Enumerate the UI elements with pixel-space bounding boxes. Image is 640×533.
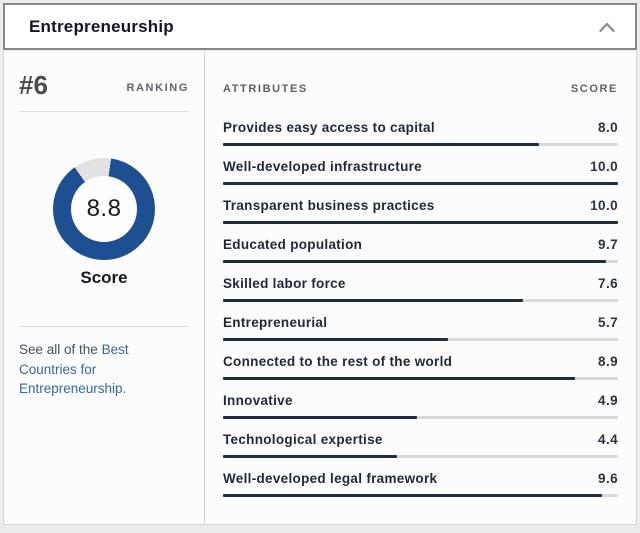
score-donut: 8.8 [53, 158, 155, 260]
attribute-score-bar [223, 299, 618, 302]
attribute-row: Connected to the rest of the world 8.9 [223, 354, 618, 380]
attribute-label: Well-developed legal framework [223, 471, 438, 486]
attributes-table-head: ATTRIBUTES SCORE [223, 83, 618, 95]
attribute-score: 9.6 [598, 471, 618, 486]
attribute-score-bar-fill [223, 377, 575, 380]
ranking-label: RANKING [126, 82, 189, 94]
attribute-score: 10.0 [590, 159, 618, 174]
attribute-score-bar [223, 182, 618, 185]
section-content: #6 RANKING 8.8 Score See all of the Best… [3, 51, 637, 525]
rank-number: #6 [19, 70, 48, 100]
attribute-score-bar-fill [223, 221, 618, 224]
score-label: Score [80, 268, 128, 287]
attribute-row: Well-developed legal framework 9.6 [223, 471, 618, 497]
attribute-score-bar [223, 377, 618, 380]
attributes-panel: ATTRIBUTES SCORE Provides easy access to… [205, 51, 636, 524]
attribute-row: Entrepreneurial 5.7 [223, 315, 618, 341]
attribute-score-bar [223, 221, 618, 224]
attribute-label: Innovative [223, 393, 293, 408]
attribute-score-bar-fill [223, 455, 397, 458]
attribute-row: Educated population 9.7 [223, 237, 618, 263]
attribute-score-bar-fill [223, 299, 524, 302]
attribute-row: Provides easy access to capital 8.0 [223, 120, 618, 146]
attribute-score-bar [223, 494, 618, 497]
attribute-line: Connected to the rest of the world 8.9 [223, 354, 618, 372]
attribute-score: 4.9 [598, 393, 618, 408]
attribute-score-bar-fill [223, 338, 449, 341]
attribute-label: Well-developed infrastructure [223, 159, 422, 174]
attributes-column-header: ATTRIBUTES [223, 83, 308, 95]
attribute-score-bar-fill [223, 416, 417, 419]
section-title: Entrepreneurship [29, 16, 174, 36]
attribute-score-bar-fill [223, 143, 539, 146]
attribute-line: Educated population 9.7 [223, 237, 618, 255]
ranking-panel: #6 RANKING 8.8 Score See all of the Best… [4, 51, 205, 524]
attribute-row: Transparent business practices 10.0 [223, 198, 618, 224]
attribute-score-bar [223, 260, 618, 263]
attributes-rows: Provides easy access to capital 8.0 Well… [223, 120, 618, 497]
attribute-row: Innovative 4.9 [223, 393, 618, 419]
attribute-line: Well-developed infrastructure 10.0 [223, 159, 618, 177]
attribute-score-bar-fill [223, 260, 607, 263]
attribute-label: Transparent business practices [223, 198, 435, 213]
attribute-line: Skilled labor force 7.6 [223, 276, 618, 294]
attribute-score-bar-fill [223, 494, 603, 497]
attribute-label: Educated population [223, 237, 363, 252]
attribute-label: Skilled labor force [223, 276, 346, 291]
attribute-score: 8.9 [598, 354, 618, 369]
attribute-label: Connected to the rest of the world [223, 354, 453, 369]
attribute-score: 7.6 [598, 276, 618, 291]
attribute-row: Skilled labor force 7.6 [223, 276, 618, 302]
chevron-up-icon[interactable] [599, 22, 615, 32]
attribute-label: Entrepreneurial [223, 315, 328, 330]
attribute-score-bar [223, 416, 618, 419]
see-all-prefix: See all of the [19, 342, 102, 357]
divider [19, 326, 189, 327]
attribute-row: Technological expertise 4.4 [223, 432, 618, 458]
see-all-link[interactable]: Best Countries for Entrepreneurship. [19, 342, 129, 397]
attribute-score-bar [223, 338, 618, 341]
attribute-score-bar-fill [223, 182, 618, 185]
attribute-label: Provides easy access to capital [223, 120, 435, 135]
ranking-row: #6 RANKING [19, 69, 189, 99]
score-value: 8.8 [86, 195, 122, 222]
attribute-line: Entrepreneurial 5.7 [223, 315, 618, 333]
attribute-label: Technological expertise [223, 432, 383, 447]
attribute-score-bar [223, 455, 618, 458]
score-column-header: SCORE [570, 83, 618, 95]
attribute-line: Technological expertise 4.4 [223, 432, 618, 450]
see-all-text: See all of the Best Countries for Entrep… [19, 340, 189, 399]
attribute-row: Well-developed infrastructure 10.0 [223, 159, 618, 185]
attribute-line: Transparent business practices 10.0 [223, 198, 618, 216]
attribute-score: 9.7 [598, 237, 618, 252]
attribute-line: Innovative 4.9 [223, 393, 618, 411]
score-donut-hole: 8.8 [71, 176, 137, 242]
attribute-score: 8.0 [598, 120, 618, 135]
attribute-score: 5.7 [598, 315, 618, 330]
divider [19, 111, 189, 112]
attribute-score-bar [223, 143, 618, 146]
attribute-line: Well-developed legal framework 9.6 [223, 471, 618, 489]
attribute-score: 4.4 [598, 432, 618, 447]
section-header[interactable]: Entrepreneurship [3, 3, 637, 50]
attribute-score: 10.0 [590, 198, 618, 213]
attribute-line: Provides easy access to capital 8.0 [223, 120, 618, 138]
